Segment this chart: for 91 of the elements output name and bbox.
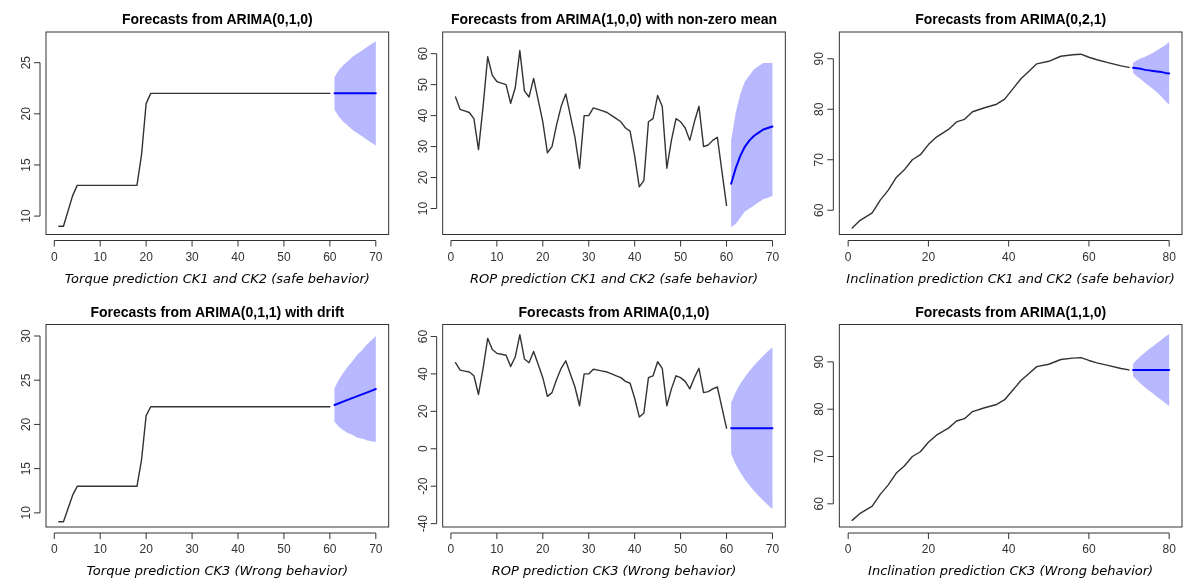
y-tick-label: 50 bbox=[415, 77, 430, 92]
line-series bbox=[851, 53, 1130, 229]
x-tick-label: 60 bbox=[1082, 249, 1096, 264]
x-tick-label: 40 bbox=[627, 249, 642, 264]
y-tick-label: 80 bbox=[812, 402, 827, 416]
chart-title: Forecasts from ARIMA(1,1,0) bbox=[915, 303, 1107, 320]
x-tick-label: 10 bbox=[490, 542, 504, 556]
x-tick-label: 80 bbox=[1162, 542, 1177, 556]
x-tick-label: 40 bbox=[1001, 249, 1016, 264]
y-tick-label: 10 bbox=[19, 505, 33, 520]
y-tick-label: 30 bbox=[19, 329, 33, 343]
y-tick-label: 25 bbox=[19, 373, 33, 387]
y-tick-label: 20 bbox=[415, 404, 430, 419]
y-tick-label: 70 bbox=[812, 152, 827, 167]
x-tick-label: 0 bbox=[447, 249, 455, 264]
x-tick-label: 10 bbox=[93, 249, 108, 264]
y-tick-label: 70 bbox=[812, 449, 827, 464]
line-series bbox=[851, 356, 1130, 522]
y-tick-label: 20 bbox=[19, 417, 33, 432]
x-tick-label: 0 bbox=[447, 542, 455, 556]
x-tick-label: 70 bbox=[765, 542, 780, 556]
x-axis-title: Torque prediction CK1 and CK2 (safe behavior) bbox=[64, 270, 370, 286]
y-tick-label: 10 bbox=[19, 209, 33, 223]
x-tick-label: 60 bbox=[719, 249, 734, 264]
chart-title: Forecasts from ARIMA(0,1,0) bbox=[518, 303, 710, 320]
y-tick-label: 60 bbox=[812, 496, 827, 511]
x-tick-label: 40 bbox=[1001, 542, 1016, 556]
y-tick-label: 15 bbox=[19, 157, 33, 172]
y-tick-label: 15 bbox=[19, 461, 33, 476]
x-tick-label: 30 bbox=[582, 249, 596, 264]
x-tick-label: 20 bbox=[139, 542, 154, 556]
chart-title: Forecasts from ARIMA(0,1,0) bbox=[121, 11, 313, 27]
x-tick-label: 60 bbox=[323, 249, 337, 264]
chart-title: Forecasts from ARIMA(0,1,1) with drift bbox=[90, 303, 345, 320]
x-tick-label: 10 bbox=[93, 542, 108, 556]
x-axis-title: ROP prediction CK1 and CK2 (safe behavior) bbox=[469, 270, 759, 286]
y-tick-label: 10 bbox=[415, 201, 430, 216]
x-tick-label: 20 bbox=[536, 249, 550, 264]
x-tick-label: 50 bbox=[277, 542, 291, 556]
x-tick-label: 0 bbox=[50, 542, 58, 556]
y-tick-label: 40 bbox=[415, 366, 430, 381]
x-axis-title: Inclination prediction CK3 (Wrong behavior) bbox=[868, 563, 1154, 578]
y-tick-label: 80 bbox=[812, 102, 827, 116]
x-tick-label: 60 bbox=[1082, 542, 1096, 556]
line-series bbox=[58, 92, 331, 228]
line-series bbox=[333, 388, 377, 406]
x-tick-label: 30 bbox=[185, 542, 200, 556]
x-tick-label: 20 bbox=[921, 542, 936, 556]
y-tick-label: 20 bbox=[19, 106, 33, 121]
chart-title: Forecasts from ARIMA(0,2,1) bbox=[915, 11, 1107, 27]
y-tick-label: 60 bbox=[415, 329, 430, 344]
x-tick-label: 50 bbox=[673, 542, 688, 556]
x-tick-label: 30 bbox=[582, 542, 596, 556]
y-tick-label: 90 bbox=[812, 354, 827, 369]
x-tick-label: 40 bbox=[231, 249, 245, 264]
x-tick-label: 70 bbox=[369, 249, 383, 264]
x-tick-label: 0 bbox=[844, 542, 852, 556]
x-tick-label: 20 bbox=[139, 249, 154, 264]
line-series bbox=[58, 406, 331, 523]
x-tick-label: 50 bbox=[673, 249, 688, 264]
y-tick-label: -40 bbox=[415, 514, 430, 533]
x-tick-label: 40 bbox=[231, 542, 245, 556]
x-tick-label: 70 bbox=[369, 542, 383, 556]
x-tick-label: 10 bbox=[490, 249, 504, 264]
line-series bbox=[454, 333, 728, 429]
x-tick-label: 30 bbox=[185, 249, 200, 264]
x-tick-label: 60 bbox=[323, 542, 337, 556]
x-tick-label: 0 bbox=[844, 249, 852, 264]
y-tick-label: 60 bbox=[812, 203, 827, 217]
y-tick-label: 20 bbox=[415, 170, 430, 185]
x-tick-label: 40 bbox=[627, 542, 642, 556]
x-axis-title: ROP prediction CK3 (Wrong behavior) bbox=[491, 563, 737, 578]
x-tick-label: 50 bbox=[277, 249, 291, 264]
line-series bbox=[454, 49, 728, 207]
y-tick-label: 40 bbox=[415, 108, 430, 123]
y-tick-label: 0 bbox=[415, 445, 430, 453]
x-tick-label: 80 bbox=[1162, 249, 1177, 264]
y-tick-label: 25 bbox=[19, 55, 33, 70]
line-series bbox=[730, 125, 774, 185]
y-tick-label: -20 bbox=[415, 477, 430, 495]
x-axis-title: Torque prediction CK3 (Wrong behavior) bbox=[86, 563, 349, 578]
x-tick-label: 60 bbox=[719, 542, 734, 556]
chart-title: Forecasts from ARIMA(1,0,0) with non-zero mean bbox=[450, 11, 778, 27]
x-axis-title: Inclination prediction CK1 and CK2 (safe behavior) bbox=[846, 270, 1175, 286]
y-tick-label: 90 bbox=[812, 51, 827, 66]
y-tick-label: 60 bbox=[415, 46, 430, 61]
x-tick-label: 20 bbox=[536, 542, 550, 556]
x-tick-label: 0 bbox=[50, 249, 58, 264]
y-tick-label: 30 bbox=[415, 139, 430, 154]
x-tick-label: 70 bbox=[765, 249, 780, 264]
x-tick-label: 20 bbox=[921, 249, 936, 264]
